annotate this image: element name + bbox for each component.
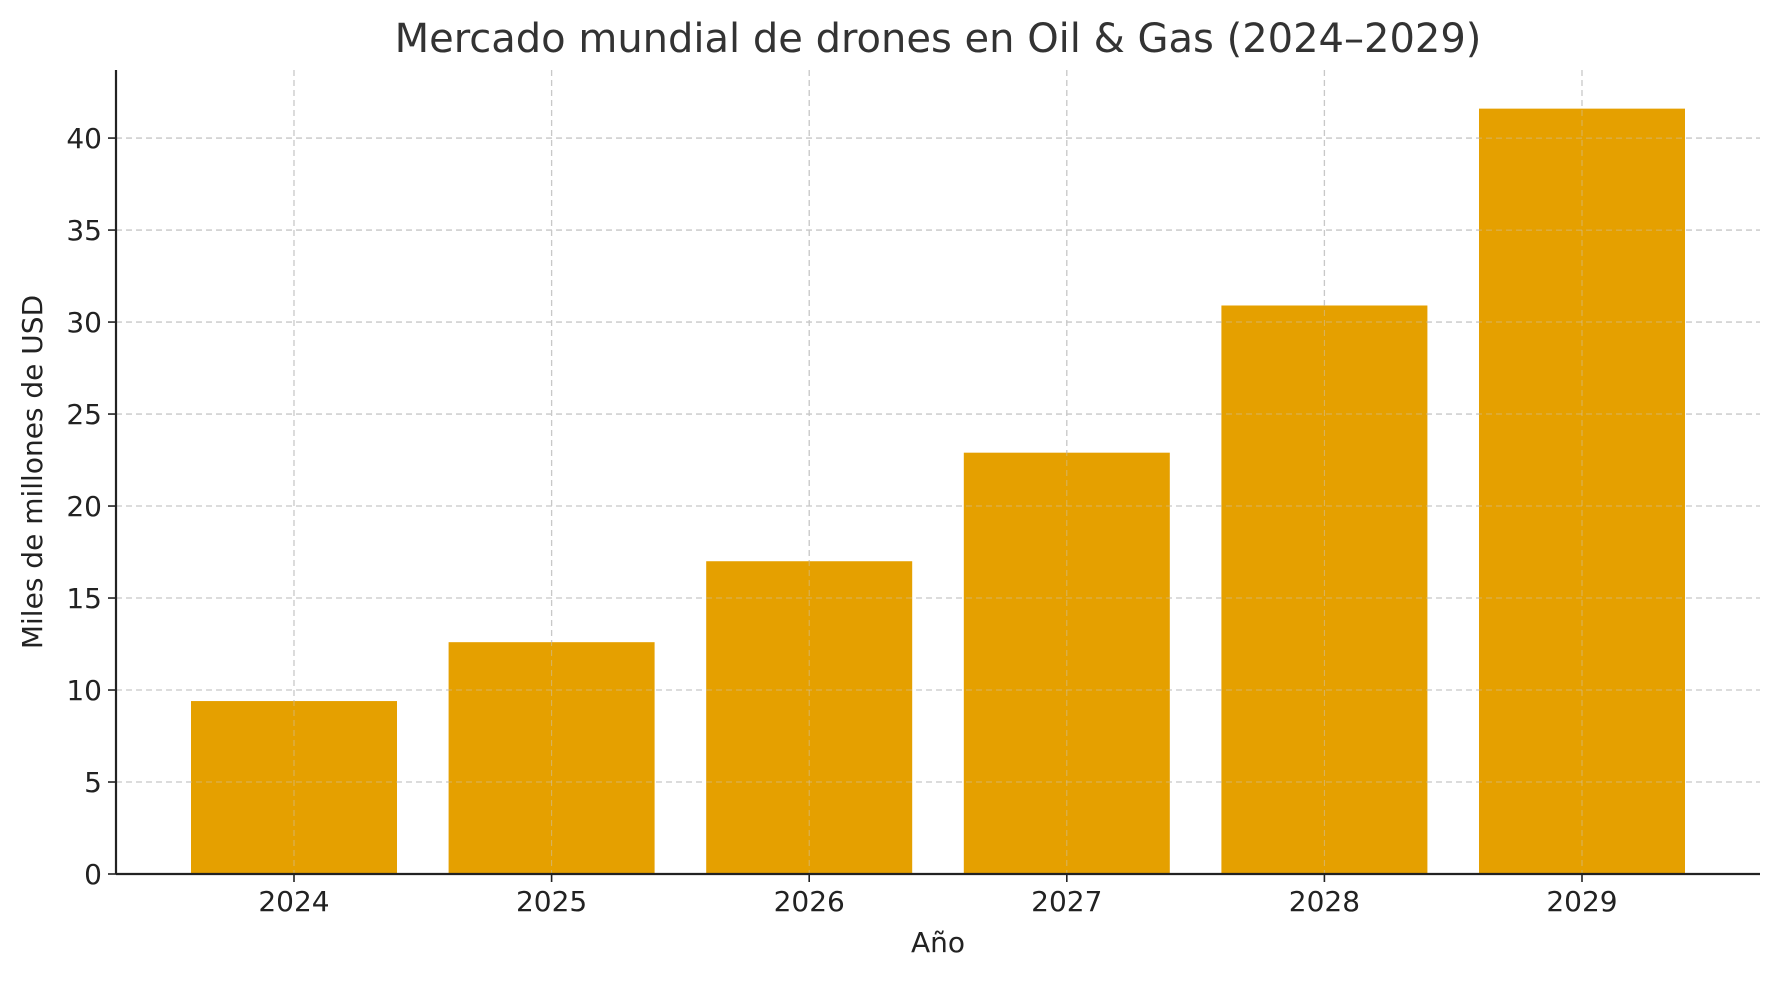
- y-tick-label: 25: [66, 398, 102, 431]
- y-tick-label: 40: [66, 122, 102, 155]
- x-tick-label: 2029: [1546, 885, 1617, 918]
- x-tick-label: 2026: [774, 885, 845, 918]
- y-tick-label: 15: [66, 582, 102, 615]
- x-tick-label: 2028: [1289, 885, 1360, 918]
- y-tick-label: 35: [66, 214, 102, 247]
- x-tick-label: 2027: [1031, 885, 1102, 918]
- x-tick-label: 2024: [258, 885, 329, 918]
- bars: [116, 70, 1760, 875]
- bar-2026: [706, 561, 913, 874]
- y-tick-label: 30: [66, 306, 102, 339]
- y-tick-label: 20: [66, 490, 102, 523]
- bar-2024: [191, 701, 397, 874]
- y-tick-label: 10: [66, 674, 102, 707]
- chart-title: Mercado mundial de drones en Oil & Gas (…: [395, 16, 1482, 62]
- y-axis-label: Miles de millones de USD: [16, 295, 49, 649]
- x-axis-label: Año: [911, 926, 965, 959]
- y-tick-label: 0: [84, 858, 102, 891]
- y-tick-label: 5: [84, 766, 102, 799]
- x-tick-label: 2025: [516, 885, 587, 918]
- bar-2025: [448, 642, 655, 874]
